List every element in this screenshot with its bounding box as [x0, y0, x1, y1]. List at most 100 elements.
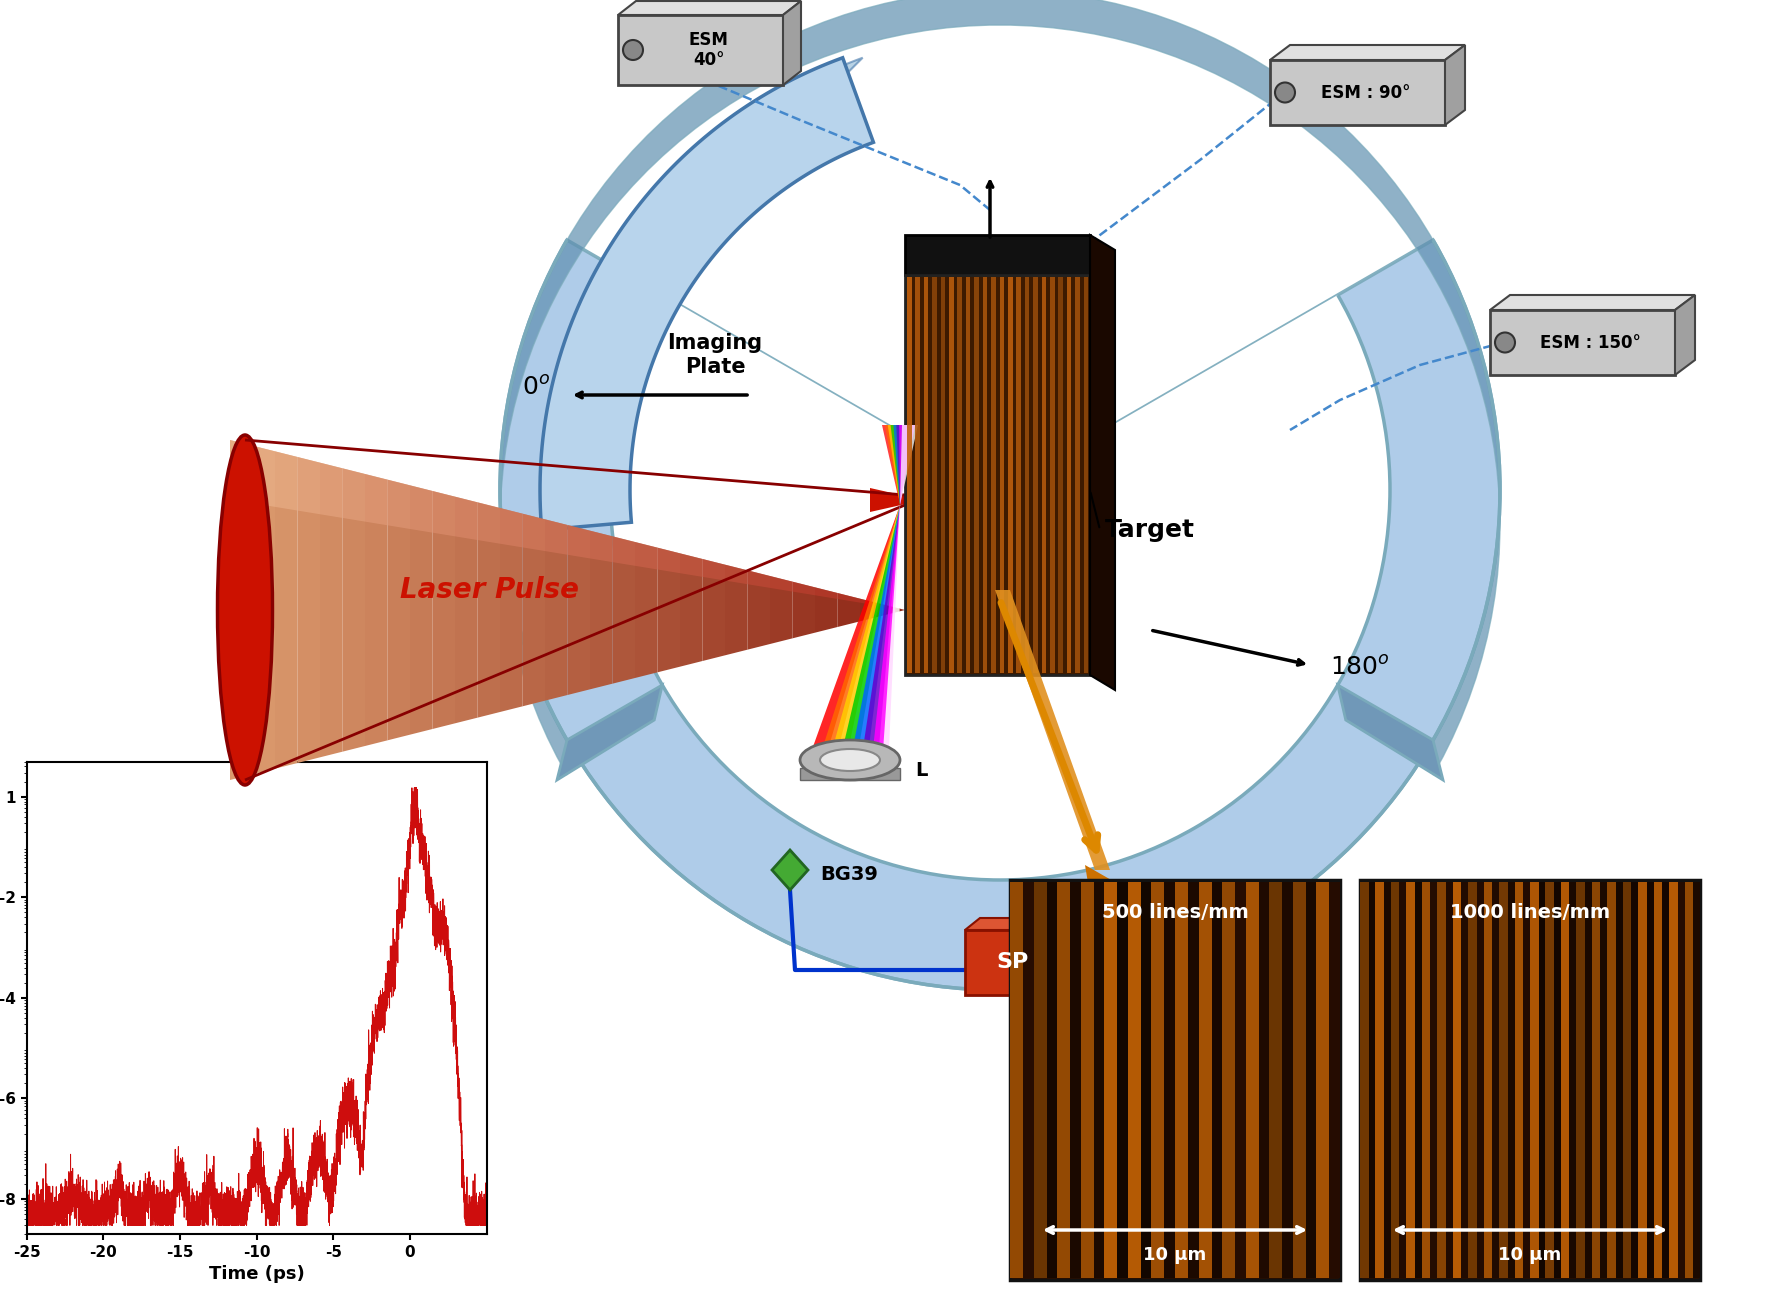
Polygon shape [522, 513, 545, 551]
Bar [1554, 882, 1561, 1278]
Bar [1653, 882, 1662, 1278]
Bar [1375, 882, 1384, 1278]
FancyArrowPatch shape [1002, 603, 1097, 850]
Polygon shape [883, 604, 904, 616]
Bar [1368, 882, 1375, 1278]
Bar [1570, 882, 1577, 1278]
Polygon shape [618, 1, 802, 14]
Bar [924, 277, 929, 674]
Polygon shape [365, 474, 388, 525]
Bar [1127, 882, 1142, 1278]
Bar [1071, 882, 1081, 1278]
Bar [1529, 882, 1538, 1278]
Bar [1165, 882, 1175, 1278]
Polygon shape [1338, 685, 1443, 780]
Polygon shape [899, 425, 919, 506]
Polygon shape [545, 520, 568, 701]
Polygon shape [388, 479, 411, 741]
Bar [1561, 882, 1570, 1278]
Bar [1515, 882, 1522, 1278]
Bar [965, 930, 1060, 995]
Polygon shape [499, 508, 522, 712]
Polygon shape [770, 576, 793, 592]
Bar [1646, 882, 1653, 1278]
Bar [1221, 882, 1235, 1278]
Bar [1000, 277, 1004, 674]
Text: Target: Target [1104, 519, 1195, 542]
Bar [1492, 882, 1499, 1278]
Bar [1600, 882, 1607, 1278]
Bar [1081, 882, 1094, 1278]
Bar [1662, 882, 1669, 1278]
Bar [1104, 882, 1117, 1278]
Polygon shape [823, 506, 899, 780]
Polygon shape [274, 452, 297, 768]
Polygon shape [657, 548, 680, 574]
Bar [1198, 882, 1211, 1278]
Polygon shape [860, 599, 883, 607]
Polygon shape [253, 445, 274, 507]
Polygon shape [545, 520, 568, 555]
Polygon shape [770, 576, 793, 643]
Bar [1329, 882, 1340, 1278]
Bar [1258, 882, 1269, 1278]
Polygon shape [871, 488, 910, 512]
Bar [906, 277, 912, 674]
Polygon shape [612, 536, 635, 566]
Bar [1306, 882, 1317, 1278]
Polygon shape [1444, 45, 1466, 125]
Polygon shape [320, 462, 343, 517]
Circle shape [1496, 332, 1515, 352]
Text: 1000 lines/mm: 1000 lines/mm [1450, 902, 1611, 922]
Bar [1359, 880, 1699, 1280]
X-axis label: Time (ps): Time (ps) [209, 1266, 304, 1283]
Polygon shape [995, 590, 1110, 871]
Polygon shape [703, 559, 726, 580]
Polygon shape [885, 425, 901, 506]
Polygon shape [1674, 295, 1696, 376]
Polygon shape [455, 496, 478, 723]
Wedge shape [611, 295, 1389, 880]
Bar [1616, 882, 1623, 1278]
Polygon shape [814, 587, 837, 599]
Text: BG39: BG39 [820, 865, 878, 885]
Wedge shape [499, 240, 1499, 990]
Polygon shape [782, 1, 802, 85]
Text: ESM : 90°: ESM : 90° [1320, 84, 1411, 101]
Polygon shape [230, 440, 253, 503]
Bar [1639, 882, 1646, 1278]
Bar [1430, 882, 1437, 1278]
Bar [1317, 882, 1329, 1278]
Polygon shape [343, 469, 365, 521]
Polygon shape [793, 582, 814, 638]
Bar [1359, 882, 1368, 1278]
Text: ESM
40°: ESM 40° [689, 30, 729, 70]
Polygon shape [411, 486, 432, 533]
Polygon shape [858, 506, 899, 780]
Polygon shape [540, 58, 862, 550]
Polygon shape [1090, 235, 1115, 691]
Polygon shape [455, 496, 478, 540]
Polygon shape [894, 425, 910, 506]
Text: 10 μm: 10 μm [1143, 1246, 1207, 1264]
Bar [1057, 882, 1071, 1278]
Bar [1414, 882, 1421, 1278]
Polygon shape [297, 457, 320, 515]
Ellipse shape [800, 741, 899, 780]
Polygon shape [612, 536, 635, 684]
Bar [1188, 882, 1198, 1278]
Bar [1034, 882, 1046, 1278]
Bar [933, 277, 936, 674]
Polygon shape [320, 462, 343, 758]
Polygon shape [837, 593, 860, 603]
Polygon shape [793, 582, 814, 595]
Bar [1292, 882, 1306, 1278]
Bar [1678, 882, 1685, 1278]
Bar [1437, 882, 1446, 1278]
Bar [966, 277, 970, 674]
Polygon shape [558, 685, 662, 780]
Polygon shape [522, 513, 545, 706]
Bar [1607, 882, 1616, 1278]
Polygon shape [802, 506, 899, 780]
Bar [1694, 882, 1699, 1278]
